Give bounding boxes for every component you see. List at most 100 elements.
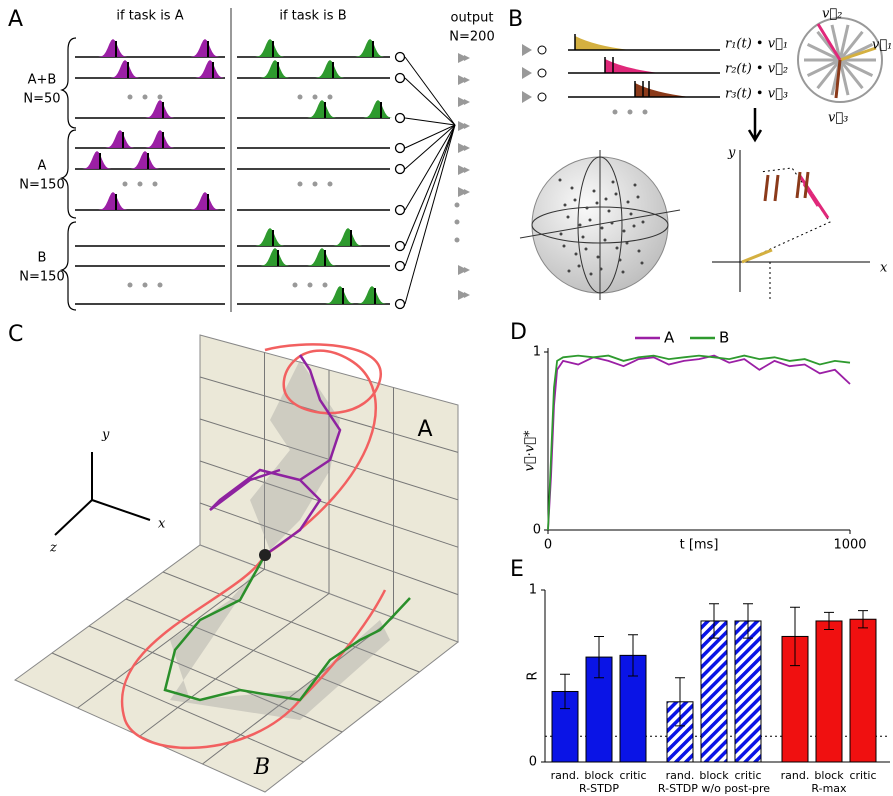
bar	[816, 621, 842, 762]
vector	[805, 172, 808, 198]
x-tick-label: critic	[734, 769, 761, 782]
output-marker	[458, 97, 470, 107]
x-tick-label: 0	[544, 538, 552, 553]
group-label: R-STDP w/o post-pre	[658, 782, 770, 795]
ellipsis-dot	[128, 283, 133, 288]
x-tick-label: rand.	[781, 769, 810, 782]
column-title: if task is A	[116, 9, 183, 24]
step-arrow	[749, 108, 761, 140]
axis-label: x	[158, 517, 166, 532]
connection	[405, 125, 455, 304]
output-marker	[458, 187, 470, 197]
panel-label: B	[508, 7, 523, 32]
output-marker	[458, 265, 470, 275]
rate-bump	[131, 151, 160, 169]
y-axis-label: v⃗·v⃗*	[523, 430, 538, 471]
panel-label: C	[8, 322, 23, 347]
axis-label: x	[880, 261, 888, 276]
rate-bump	[146, 100, 175, 118]
neuron	[396, 74, 405, 83]
term: r₁(t) • v⃗₁	[725, 37, 788, 52]
term: r₃(t) • v⃗₃	[725, 87, 788, 102]
group-name: B	[38, 251, 47, 266]
ellipsis-dot	[455, 220, 460, 225]
group-count: N=150	[19, 270, 64, 285]
output-count: N=200	[449, 30, 494, 45]
axes	[548, 348, 850, 530]
braces	[62, 38, 76, 310]
charts: 0101000t [ms]v⃗·v⃗*AB01Rrand.blockcritic…	[523, 329, 891, 796]
group-count: N=50	[23, 92, 60, 107]
panel-label: E	[510, 557, 524, 582]
output-marker	[458, 121, 470, 131]
rate-bump	[106, 130, 135, 148]
neuron	[538, 69, 546, 77]
ellipsis-dot	[643, 110, 648, 115]
ellipsis-dot	[455, 203, 460, 208]
sphere-point	[642, 221, 645, 224]
vector-sum	[520, 18, 882, 300]
group-label: R-STDP	[579, 782, 619, 795]
x-tick-label: block	[814, 769, 844, 782]
ellipsis-dot	[313, 182, 318, 187]
ellipsis-dot	[138, 182, 143, 187]
psp-trace	[575, 36, 630, 50]
sphere-point	[612, 181, 615, 184]
connection	[405, 125, 455, 148]
input-marker	[522, 67, 532, 79]
axis-label: y	[101, 428, 110, 443]
start-point	[259, 549, 271, 561]
rate-bump	[334, 228, 363, 246]
rate-bump	[364, 100, 393, 118]
bar	[735, 621, 761, 762]
sphere-point	[568, 270, 571, 273]
vector	[765, 175, 768, 201]
rate-bump	[316, 60, 345, 78]
connection	[405, 125, 455, 266]
x-axis-label: t [ms]	[680, 538, 719, 553]
ellipsis-dot	[613, 110, 618, 115]
sphere-point	[567, 216, 570, 219]
sphere-point	[622, 271, 625, 274]
sphere-point	[638, 250, 641, 253]
ellipsis-dot	[123, 182, 128, 187]
ellipsis-dot	[293, 283, 298, 288]
neuron	[396, 242, 405, 251]
rate-bump	[256, 228, 285, 246]
x-tick-label: rand.	[666, 769, 695, 782]
rate-bump	[99, 39, 128, 57]
rate-bump	[356, 39, 385, 57]
sphere-point	[633, 225, 636, 228]
input-marker	[522, 91, 532, 103]
series-line	[548, 356, 850, 530]
output-marker	[458, 165, 470, 175]
neuron	[396, 165, 405, 174]
panel-label: A	[8, 7, 23, 32]
ellipsis-dot	[328, 95, 333, 100]
ellipsis-dot	[128, 95, 133, 100]
sphere-point	[605, 198, 608, 201]
rate-bump	[358, 286, 387, 304]
group-label: R-max	[811, 782, 847, 795]
output-marker	[458, 53, 470, 63]
sphere-point	[575, 253, 578, 256]
panel-label: D	[510, 320, 527, 345]
ellipsis-dot	[313, 95, 318, 100]
rate-bump	[308, 100, 337, 118]
sphere-point	[611, 222, 614, 225]
y-tick-label: 0	[533, 523, 541, 538]
neuron	[396, 114, 405, 123]
rate-bump	[99, 192, 128, 210]
sphere-point	[593, 190, 596, 193]
sphere-point	[597, 256, 600, 259]
output-marker	[458, 143, 470, 153]
x-tick-label: block	[699, 769, 729, 782]
rate-bump	[308, 248, 337, 266]
x-tick-label: rand.	[551, 769, 580, 782]
x-tick-label: critic	[849, 769, 876, 782]
sphere-point	[571, 187, 574, 190]
axes-icon	[55, 452, 150, 535]
group-count: N=150	[19, 178, 64, 193]
vector-label: v⃗₁	[872, 38, 892, 53]
rate-bump	[146, 130, 175, 148]
